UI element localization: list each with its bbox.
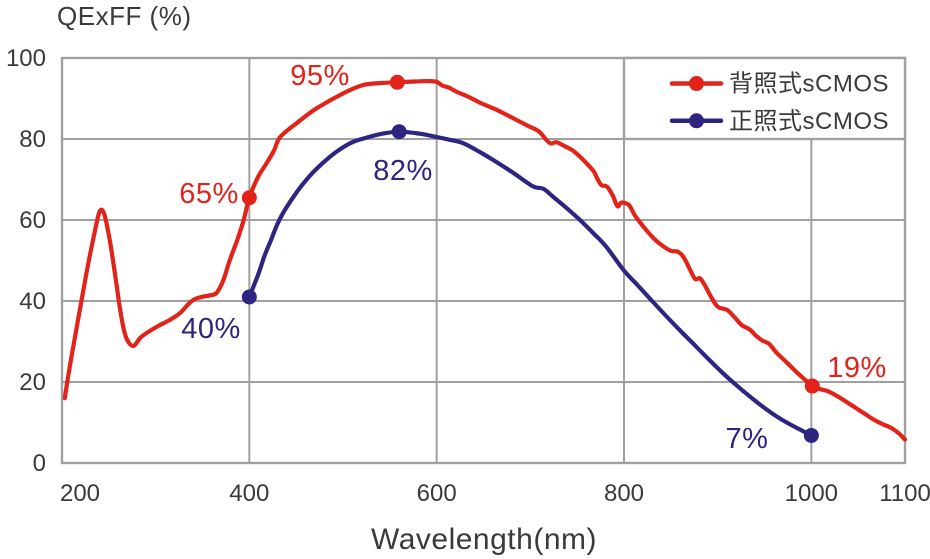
series-1-marker-400nm: [241, 289, 257, 305]
x-tick-label-1100: 1100: [879, 480, 930, 507]
series-line-1: [247, 129, 814, 438]
series-1-marker-1000nm: [803, 427, 819, 443]
series-0-marker-558nm: [389, 74, 405, 90]
x-tick-label-600: 600: [417, 480, 457, 507]
x-tick-label-400: 400: [229, 480, 269, 507]
y-tick-label-40: 40: [19, 288, 46, 315]
legend-item-label-1: 正照式sCMOS: [729, 108, 889, 135]
annotation-65pct: 65%: [179, 178, 239, 210]
annotation-82pct: 82%: [373, 155, 433, 187]
x-tick-label-200: 200: [60, 480, 100, 507]
plot-border: [60, 56, 907, 465]
annotation-7pct: 7%: [726, 423, 769, 455]
y-tick-label-0: 0: [33, 450, 46, 477]
y-tick-label-20: 20: [19, 369, 46, 396]
legend-item-label-0: 背照式sCMOS: [729, 71, 889, 98]
x-axis-title: Wavelength(nm): [371, 523, 597, 556]
y-tick-label-60: 60: [19, 207, 46, 234]
legend-swatch-dot-0: [689, 76, 704, 92]
annotation-95pct: 95%: [290, 60, 350, 92]
y-tick-label-80: 80: [19, 126, 46, 153]
annotation-40pct: 40%: [181, 313, 241, 345]
series-1-marker-560nm: [391, 124, 407, 140]
x-tick-label-1000: 1000: [785, 480, 838, 507]
series-line-0: [62, 78, 908, 442]
series-0-marker-400nm: [241, 190, 257, 206]
chart-title: QExFF (%): [57, 1, 192, 31]
legend-box: [622, 56, 907, 141]
x-tick-label-800: 800: [604, 480, 644, 507]
annotation-19pct: 19%: [827, 352, 887, 384]
legend-swatch-dot-1: [689, 113, 704, 129]
series-0-marker-1001nm: [804, 378, 820, 394]
y-tick-label-100: 100: [6, 45, 46, 72]
